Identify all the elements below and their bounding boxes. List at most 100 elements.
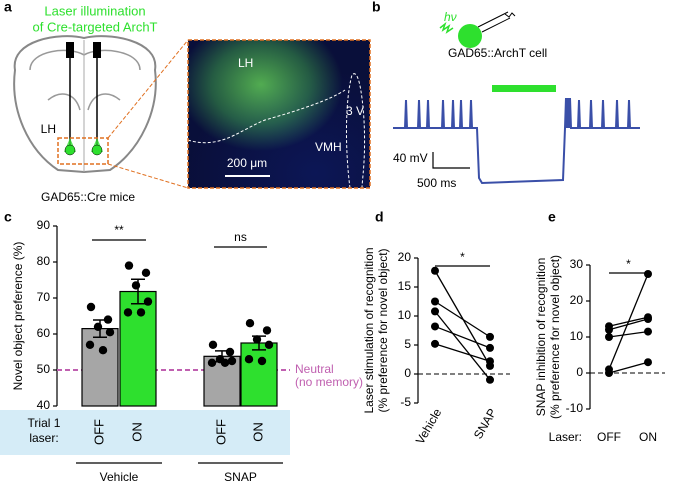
data-point (486, 357, 494, 366)
data-point (431, 339, 439, 348)
significance-label: ns (234, 230, 247, 244)
paired-line (608, 361, 649, 374)
x-tick-label: OFF (597, 430, 621, 444)
significance-label: * (626, 257, 631, 271)
y-tick-label: 60 (37, 326, 51, 340)
cell-label: GAD65::ArchT cell (448, 46, 547, 60)
y-tick-label: 50 (37, 362, 51, 376)
laser-title: Laser illumination (44, 3, 145, 18)
paired-line (608, 330, 649, 338)
paired-line (608, 273, 649, 370)
group-label: SNAP (224, 470, 257, 484)
bar (81, 328, 119, 407)
data-point (105, 328, 115, 337)
data-point (431, 297, 439, 306)
image-label: 3 V (346, 104, 364, 118)
data-point (486, 332, 494, 341)
x-tick-label: ON (129, 422, 144, 442)
data-point (143, 297, 153, 306)
y-axis-label: Novel object preference (%) (11, 242, 25, 391)
data-point (486, 343, 494, 352)
x-tick-label: ON (639, 430, 657, 444)
y-tick-label: 40 (37, 398, 51, 412)
panel-label: b (372, 0, 381, 15)
data-point (644, 327, 652, 336)
x-tick-label: OFF (213, 419, 228, 445)
y-tick-label: 10 (398, 308, 412, 322)
significance-label: * (460, 250, 465, 264)
panel-label: a (4, 0, 12, 15)
y-tick-label: 80 (37, 254, 51, 268)
y-axis-label: (% preference for novel object) (548, 255, 562, 419)
cell-schematic (393, 11, 640, 185)
y-tick-label: 90 (37, 218, 51, 232)
category-title: Trial 1 (28, 416, 61, 430)
paired-line (434, 343, 491, 362)
significance-label: ** (114, 223, 124, 237)
data-point (103, 315, 113, 324)
data-point (225, 347, 235, 357)
data-point (605, 333, 613, 341)
data-point (220, 358, 230, 367)
data-point (262, 326, 272, 335)
data-point (264, 340, 274, 349)
bar (240, 342, 278, 407)
group-label: Vehicle (100, 470, 139, 484)
data-point (207, 358, 217, 367)
data-point (245, 319, 255, 328)
data-point (486, 375, 494, 384)
bar (119, 290, 157, 407)
paired-line (434, 300, 491, 338)
paired-line (608, 318, 649, 331)
y-tick-label: 5 (404, 337, 411, 351)
y-tick-label: 0 (404, 366, 411, 380)
data-point (227, 356, 237, 366)
paired-line (434, 310, 491, 381)
x-tick-label: ON (250, 422, 265, 442)
micrograph (187, 39, 371, 189)
data-point (131, 281, 141, 290)
data-point (252, 335, 262, 344)
y-tick-label: 30 (570, 257, 584, 271)
data-point (136, 308, 146, 317)
x-tick-label: OFF (91, 419, 106, 445)
data-point (123, 308, 133, 317)
data-point (93, 322, 103, 331)
condition-band (0, 410, 290, 455)
brain-schematic (13, 35, 189, 189)
data-point (605, 325, 613, 334)
y-axis-label: Laser stimulation of recognition (362, 247, 376, 413)
data-point (644, 315, 652, 323)
data-point (124, 261, 134, 270)
reference-label: (no memory) (295, 375, 363, 389)
category-title: laser: (29, 431, 58, 445)
y-tick-label: 10 (570, 329, 584, 343)
panel-label: c (4, 209, 12, 225)
data-point (431, 307, 439, 316)
paired-line (434, 270, 491, 367)
y-tick-label: 70 (37, 290, 51, 304)
data-point (431, 266, 439, 275)
data-point (431, 322, 439, 331)
data-point (208, 340, 218, 349)
y-tick-label: 0 (576, 365, 583, 379)
data-point (86, 302, 96, 312)
paired-line (434, 325, 491, 349)
data-point (85, 340, 95, 349)
y-tick-label: 20 (398, 250, 412, 264)
data-point (257, 356, 267, 366)
voltage-scale: 40 mV (393, 151, 428, 165)
x-axis-label: Laser: (549, 430, 582, 444)
y-tick-label: 15 (398, 279, 412, 293)
data-point (644, 358, 652, 367)
x-tick-label: Vehicle (413, 406, 445, 447)
laser-title: of Cre-targeted ArchT (33, 19, 158, 34)
photon-label: hν (444, 10, 457, 24)
y-axis-label: (% preference for novel object) (376, 248, 390, 412)
image-label: LH (238, 56, 253, 70)
region-label: LH (41, 122, 56, 136)
y-tick-label: -10 (566, 401, 584, 415)
y-tick-label: 20 (570, 293, 584, 307)
data-point (141, 268, 151, 277)
